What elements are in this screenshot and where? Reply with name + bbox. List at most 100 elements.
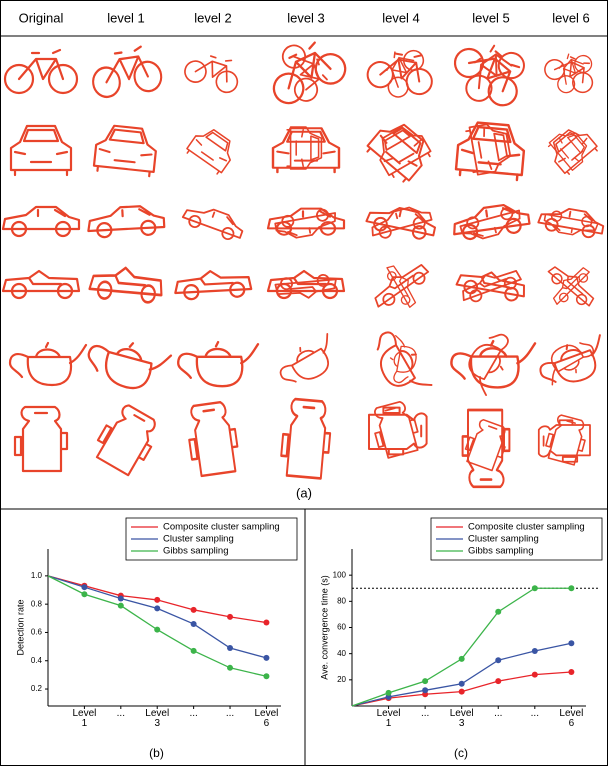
data-point [532, 585, 538, 591]
x-tick-label: ... [215, 709, 245, 719]
data-point [118, 596, 124, 602]
sketch [178, 342, 258, 386]
data-point [459, 656, 465, 662]
panel-label: (a) [296, 485, 312, 500]
sketch-grid [3, 32, 607, 487]
legend-label: Cluster sampling [468, 534, 539, 545]
column-header: level 3 [287, 10, 325, 25]
data-point [422, 687, 428, 693]
y-axis-label: Detection rate [15, 599, 25, 655]
figure-canvas: (a) Original level 1 level 2 level 3 level 4… [1, 1, 607, 765]
y-axis-label: Ave. convergence time (s) [319, 575, 329, 679]
sketch [273, 128, 339, 172]
data-point [191, 621, 197, 627]
column-header: level 2 [194, 10, 232, 25]
sketch [5, 50, 77, 93]
sketch [535, 333, 607, 392]
y-tick-label: 0.4 [31, 656, 43, 665]
sketch [262, 35, 350, 108]
sketch [280, 38, 332, 104]
y-tick-label: 0.8 [31, 599, 43, 608]
x-tick-label: Level 3 [142, 709, 172, 729]
data-point [422, 678, 428, 684]
x-tick-label: ... [483, 709, 513, 719]
y-tick-label: 0.2 [31, 684, 43, 693]
x-tick-label: ... [520, 709, 550, 719]
data-point [154, 627, 160, 633]
data-point [263, 655, 269, 661]
sketch [182, 48, 243, 95]
y-tick-label: 40 [337, 649, 346, 658]
data-point [263, 620, 269, 626]
data-point [191, 648, 197, 654]
legend-label: Composite cluster sampling [468, 522, 585, 533]
sketch [274, 207, 338, 240]
sketch [93, 124, 158, 177]
sketch [185, 401, 241, 477]
sketch [274, 333, 343, 392]
sketch [10, 343, 86, 385]
legend-label: Gibbs sampling [468, 546, 533, 557]
sketch [369, 259, 431, 312]
x-tick-label: Level 6 [251, 709, 281, 729]
panel-label: (b) [149, 746, 164, 760]
data-point [81, 591, 87, 597]
x-tick-label: Level 6 [556, 709, 586, 729]
x-tick-label: Level 3 [447, 709, 477, 729]
data-point [118, 603, 124, 609]
data-point [532, 648, 538, 654]
column-header: level 1 [107, 10, 145, 25]
legend-label: Composite cluster sampling [163, 522, 280, 533]
data-point [495, 609, 501, 615]
column-header: level 5 [472, 10, 510, 25]
sketch [369, 399, 422, 459]
data-point [227, 645, 233, 651]
sketch [15, 407, 67, 471]
data-point [227, 665, 233, 671]
sketch [3, 207, 79, 236]
legend-label: Cluster sampling [163, 534, 234, 545]
x-tick-label: ... [106, 709, 136, 719]
data-point [81, 584, 87, 590]
column-header: level 6 [552, 10, 590, 25]
data-point [386, 690, 392, 696]
sketch [89, 44, 163, 98]
sketch [11, 126, 71, 175]
y-tick-label: 60 [337, 623, 346, 632]
column-header: Original [19, 10, 64, 25]
sketch [545, 123, 599, 176]
y-tick-label: 100 [333, 570, 347, 579]
sketch [451, 202, 530, 241]
sketch [543, 413, 590, 466]
sketch [3, 271, 79, 298]
x-tick-label: Level 1 [69, 709, 99, 729]
figure: (a) Original level 1 level 2 level 3 level 4… [0, 0, 608, 766]
data-point [227, 614, 233, 620]
series-line [352, 588, 571, 706]
sketch [366, 325, 433, 403]
sketch [545, 261, 598, 310]
y-tick-label: 1.0 [31, 571, 43, 580]
y-tick-label: 80 [337, 596, 346, 605]
column-header: level 4 [382, 10, 420, 25]
sketch [87, 205, 164, 238]
data-point [154, 605, 160, 611]
sketch [174, 269, 251, 300]
data-point [532, 672, 538, 678]
sketch [83, 333, 171, 396]
x-tick-label: ... [179, 709, 209, 719]
data-point [568, 585, 574, 591]
sketch [181, 201, 246, 244]
data-point [154, 597, 160, 603]
legend-label: Gibbs sampling [163, 546, 228, 557]
data-point [568, 640, 574, 646]
panel-label: (c) [454, 746, 468, 760]
sketch [185, 123, 239, 175]
sketch [547, 46, 595, 96]
x-tick-label: ... [410, 709, 440, 719]
data-point [459, 689, 465, 695]
y-tick-label: 0.6 [31, 628, 43, 637]
data-point [568, 669, 574, 675]
sketch [280, 398, 333, 479]
data-point [495, 657, 501, 663]
